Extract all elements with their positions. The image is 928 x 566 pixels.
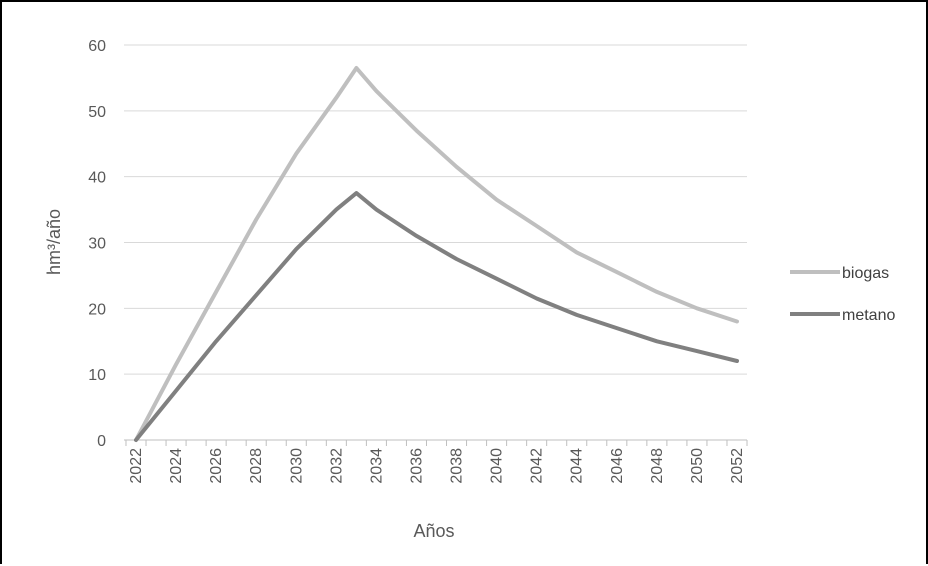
x-tick-label: 2034: [368, 448, 385, 484]
x-tick-label: 2022: [128, 448, 145, 484]
y-tick-label: 40: [88, 170, 106, 187]
x-tick-label: 2036: [408, 448, 425, 484]
x-tick-label: 2032: [328, 448, 345, 484]
x-tick-label: 2024: [168, 448, 185, 484]
legend-label-biogas: biogas: [842, 265, 889, 282]
axes: [124, 439, 748, 446]
x-tick-label: 2046: [609, 448, 626, 484]
series-lines: [134, 66, 739, 442]
x-tick-label: 2048: [649, 448, 666, 484]
series-line-biogas: [134, 66, 739, 442]
gridlines: [124, 44, 747, 375]
y-tick-label: 30: [88, 236, 106, 253]
x-tick-label: 2040: [489, 448, 506, 484]
y-axis-title: hm³/año: [44, 209, 64, 275]
x-axis-title: Años: [413, 521, 454, 541]
y-tick-label: 50: [88, 104, 106, 121]
legend: biogas metano: [790, 265, 895, 324]
x-tick-label: 2042: [529, 448, 546, 484]
legend-label-metano: metano: [842, 307, 895, 324]
x-tick-label: 2030: [288, 448, 305, 484]
y-tick-label: 60: [88, 38, 106, 55]
x-tick-label: 2028: [248, 448, 265, 484]
y-axis-tick-labels: 0 10 20 30 40 50 60: [88, 38, 106, 450]
x-tick-label: 2038: [449, 448, 466, 484]
x-tick-label: 2050: [689, 448, 706, 484]
x-tick-label: 2052: [729, 448, 746, 484]
x-axis-tick-labels: 2022 2024 2026 2028 2030 2032 2034 2036 2038 2040…: [128, 448, 746, 484]
x-tick-label: 2044: [569, 448, 586, 484]
y-tick-label: 10: [88, 367, 106, 384]
y-tick-label: 0: [97, 433, 106, 450]
y-tick-label: 20: [88, 301, 106, 318]
x-tick-label: 2026: [208, 448, 225, 484]
series-line-metano: [134, 191, 739, 442]
